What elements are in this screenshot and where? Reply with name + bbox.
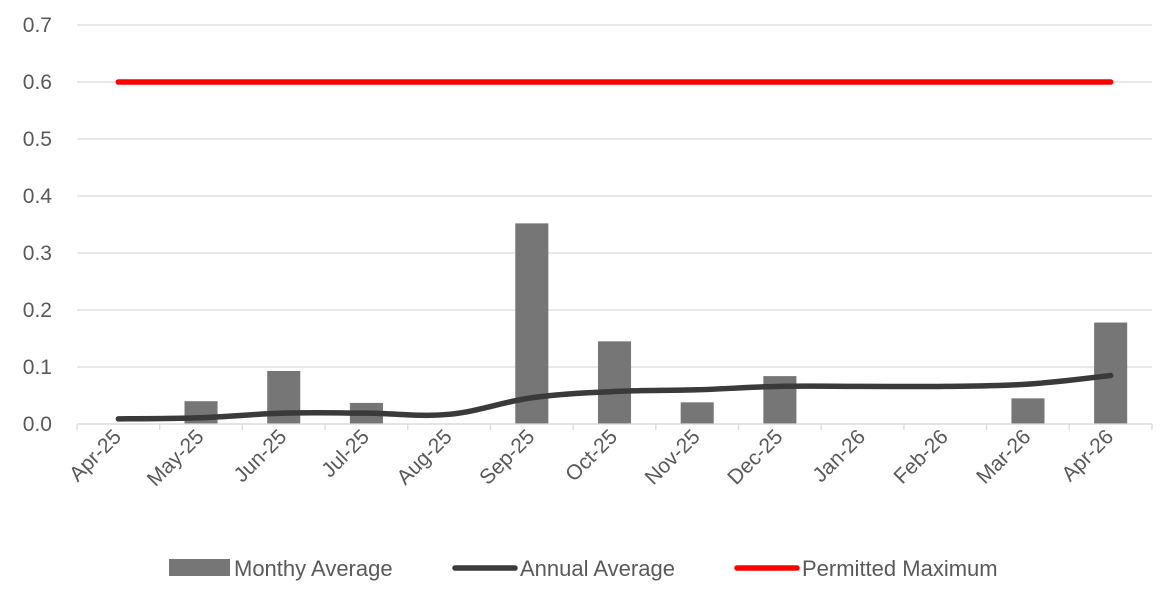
bar <box>763 376 797 424</box>
x-tick-label: May-25 <box>143 425 209 491</box>
y-tick-label: 0.6 <box>23 71 52 94</box>
y-tick-label: 0.4 <box>23 185 53 208</box>
x-tick-label: Dec-25 <box>723 425 787 489</box>
legend-label: Annual Average <box>520 556 675 581</box>
legend-swatch-bar <box>169 559 230 576</box>
y-tick-label: 0.1 <box>23 356 52 379</box>
legend-label: Monthy Average <box>234 556 393 581</box>
annual-average-line <box>115 372 1114 422</box>
x-tick-label: Aug-25 <box>393 425 457 489</box>
x-tick-label: Nov-25 <box>641 425 705 489</box>
x-tick-label: Jan-26 <box>808 425 870 487</box>
x-tick-label: Sep-25 <box>475 425 539 489</box>
y-tick-label: 0.5 <box>23 128 52 151</box>
y-tick-label: 0.3 <box>23 242 52 265</box>
bar <box>680 402 714 424</box>
y-tick-label: 0.0 <box>23 413 52 436</box>
x-tick-label: Mar-26 <box>972 425 1035 488</box>
y-tick-label: 0.7 <box>23 14 52 37</box>
x-tick-label: Jun-25 <box>230 425 292 487</box>
bar <box>597 341 632 424</box>
line-series <box>115 79 1114 422</box>
bar <box>1011 398 1045 424</box>
y-tick-label: 0.2 <box>23 299 52 322</box>
x-tick-label: Oct-25 <box>561 425 622 486</box>
legend: Monthy Average Annual Average Permitted Ma… <box>169 556 998 581</box>
x-tick-label: Feb-26 <box>889 425 952 488</box>
x-tick-label: Apr-26 <box>1057 425 1118 486</box>
x-tick-label: Jul-25 <box>317 425 374 482</box>
x-tick-label: Apr-25 <box>65 425 126 486</box>
legend-label: Permitted Maximum <box>802 556 998 581</box>
bar <box>515 223 549 424</box>
